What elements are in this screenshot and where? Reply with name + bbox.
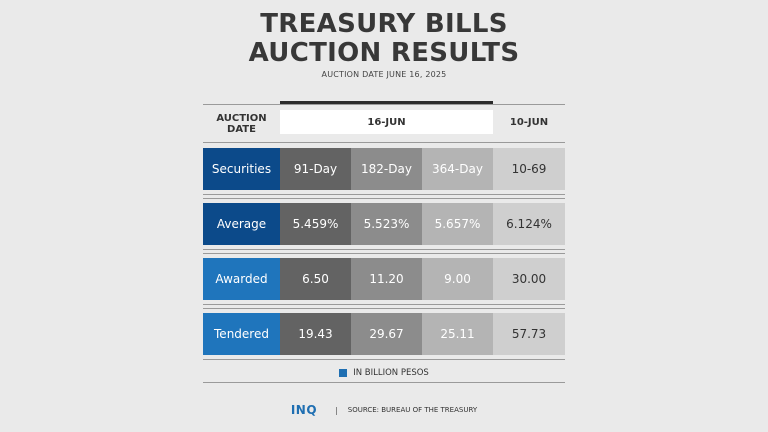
footer-source: SOURCE: BUREAU OF THE TREASURY: [347, 406, 478, 414]
header-label-line-1: AUCTION: [216, 113, 267, 124]
footer-separator: |: [335, 405, 338, 415]
footer: INQ | SOURCE: BUREAU OF THE TREASURY: [0, 402, 768, 418]
divider-row-4-top: [203, 308, 565, 309]
cell-securities-364-day: 364-Day: [422, 148, 493, 190]
legend-label: IN BILLION PESOS: [353, 368, 429, 378]
cell-average-91-day: 5.459%: [280, 203, 351, 245]
legend: IN BILLION PESOS: [203, 366, 565, 380]
inq-logo: INQ: [290, 403, 318, 417]
header-current-date: 16-JUN: [280, 110, 493, 134]
header-auction-date-label: AUCTION DATE: [203, 111, 280, 137]
header-label-line-2: DATE: [227, 124, 256, 135]
cell-securities-previous: 10-69: [493, 148, 565, 190]
row-label-tendered: Tendered: [203, 313, 280, 355]
cell-awarded-364-day: 9.00: [422, 258, 493, 300]
legend-swatch: [339, 369, 348, 377]
cell-tendered-91-day: 19.43: [280, 313, 351, 355]
divider-row-2-bottom: [203, 249, 565, 250]
cell-awarded-previous: 30.00: [493, 258, 565, 300]
cell-average-182-day: 5.523%: [351, 203, 422, 245]
row-label-securities: Securities: [203, 148, 280, 190]
cell-average-previous: 6.124%: [493, 203, 565, 245]
row-label-awarded: Awarded: [203, 258, 280, 300]
divider-row-1-top: [203, 142, 565, 143]
divider-row-3-bottom: [203, 304, 565, 305]
cell-tendered-previous: 57.73: [493, 313, 565, 355]
divider-bottom: [203, 382, 565, 383]
cell-awarded-91-day: 6.50: [280, 258, 351, 300]
chart-title: TREASURY BILLS AUCTION RESULTS: [0, 10, 768, 68]
cell-securities-91-day: 91-Day: [280, 148, 351, 190]
cell-tendered-364-day: 25.11: [422, 313, 493, 355]
current-date-top-bar: [280, 101, 493, 104]
cell-tendered-182-day: 29.67: [351, 313, 422, 355]
row-label-average: Average: [203, 203, 280, 245]
divider-top: [203, 104, 565, 105]
title-line-2: AUCTION RESULTS: [248, 38, 520, 68]
divider-row-4-bottom: [203, 359, 565, 360]
header-previous-date: 10-JUN: [509, 116, 549, 128]
chart-subtitle: AUCTION DATE JUNE 16, 2025: [321, 70, 447, 79]
cell-awarded-182-day: 11.20: [351, 258, 422, 300]
cell-average-364-day: 5.657%: [422, 203, 493, 245]
divider-row-1-bottom: [203, 194, 565, 195]
title-line-1: TREASURY BILLS: [260, 9, 508, 39]
divider-row-3-top: [203, 253, 565, 254]
divider-row-2-top: [203, 198, 565, 199]
cell-securities-182-day: 182-Day: [351, 148, 422, 190]
